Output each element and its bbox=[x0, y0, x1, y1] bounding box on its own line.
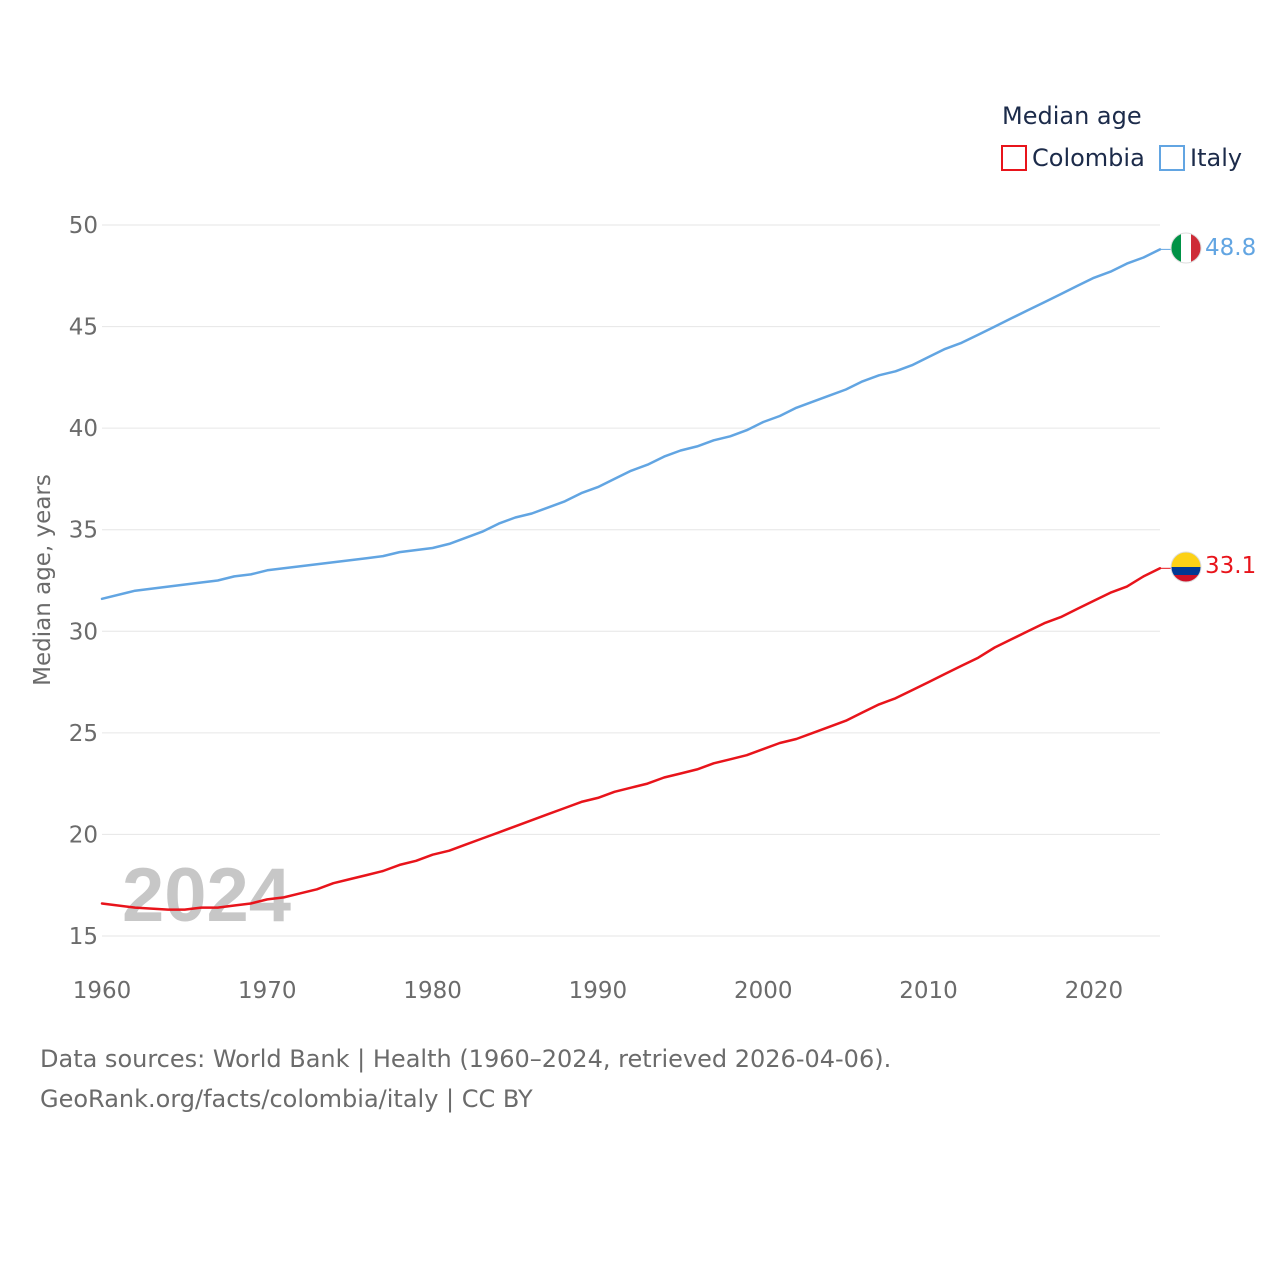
y-tick-label: 50 bbox=[69, 213, 98, 239]
x-tick-label: 1970 bbox=[238, 978, 297, 1004]
y-tick-label: 40 bbox=[69, 416, 98, 442]
italy-flag-border bbox=[1170, 232, 1202, 264]
italy-flag-icon bbox=[1171, 233, 1201, 263]
series-line-italy[interactable] bbox=[100, 248, 1162, 601]
source-line-1: Data sources: World Bank | Health (1960–… bbox=[40, 1045, 892, 1073]
source-line-2[interactable]: GeoRank.org/facts/colombia/italy | CC BY bbox=[40, 1085, 533, 1113]
x-tick-label: 2000 bbox=[734, 978, 793, 1004]
y-axis-label: Median age, years bbox=[30, 474, 56, 686]
y-tick-label: 25 bbox=[69, 721, 98, 747]
y-tick-label: 20 bbox=[69, 822, 98, 848]
x-axis-ticks: 1960 1970 1980 1990 2000 2010 2020 bbox=[73, 978, 1123, 1004]
y-axis-ticks: 15 20 25 30 35 40 45 50 bbox=[69, 213, 98, 950]
x-tick-label: 2020 bbox=[1065, 978, 1124, 1004]
series-line-colombia[interactable] bbox=[100, 567, 1162, 911]
y-tick-label: 30 bbox=[69, 619, 98, 645]
colombia-end-value: 33.1 bbox=[1205, 553, 1256, 579]
legend-label-colombia: Colombia bbox=[1032, 144, 1145, 172]
series-lines bbox=[100, 248, 1171, 911]
legend-item-italy[interactable]: Italy bbox=[1159, 144, 1242, 172]
colombia-flag-border bbox=[1170, 551, 1202, 583]
legend-label-italy: Italy bbox=[1190, 144, 1242, 172]
y-tick-label: 35 bbox=[69, 518, 98, 544]
y-tick-label: 15 bbox=[69, 924, 98, 950]
legend-swatch-italy bbox=[1159, 145, 1185, 171]
legend-title: Median age bbox=[1002, 102, 1142, 130]
colombia-flag-icon bbox=[1171, 552, 1201, 582]
x-tick-label: 1990 bbox=[569, 978, 628, 1004]
legend-swatch-colombia bbox=[1001, 145, 1027, 171]
x-tick-label: 2010 bbox=[899, 978, 958, 1004]
x-tick-label: 1960 bbox=[73, 978, 132, 1004]
legend-item-colombia[interactable]: Colombia bbox=[1001, 144, 1145, 172]
watermark-year: 2024 bbox=[122, 853, 291, 938]
gridlines bbox=[102, 224, 1160, 937]
x-tick-label: 1980 bbox=[403, 978, 462, 1004]
y-tick-label: 45 bbox=[69, 315, 98, 341]
italy-end-value: 48.8 bbox=[1205, 235, 1256, 261]
